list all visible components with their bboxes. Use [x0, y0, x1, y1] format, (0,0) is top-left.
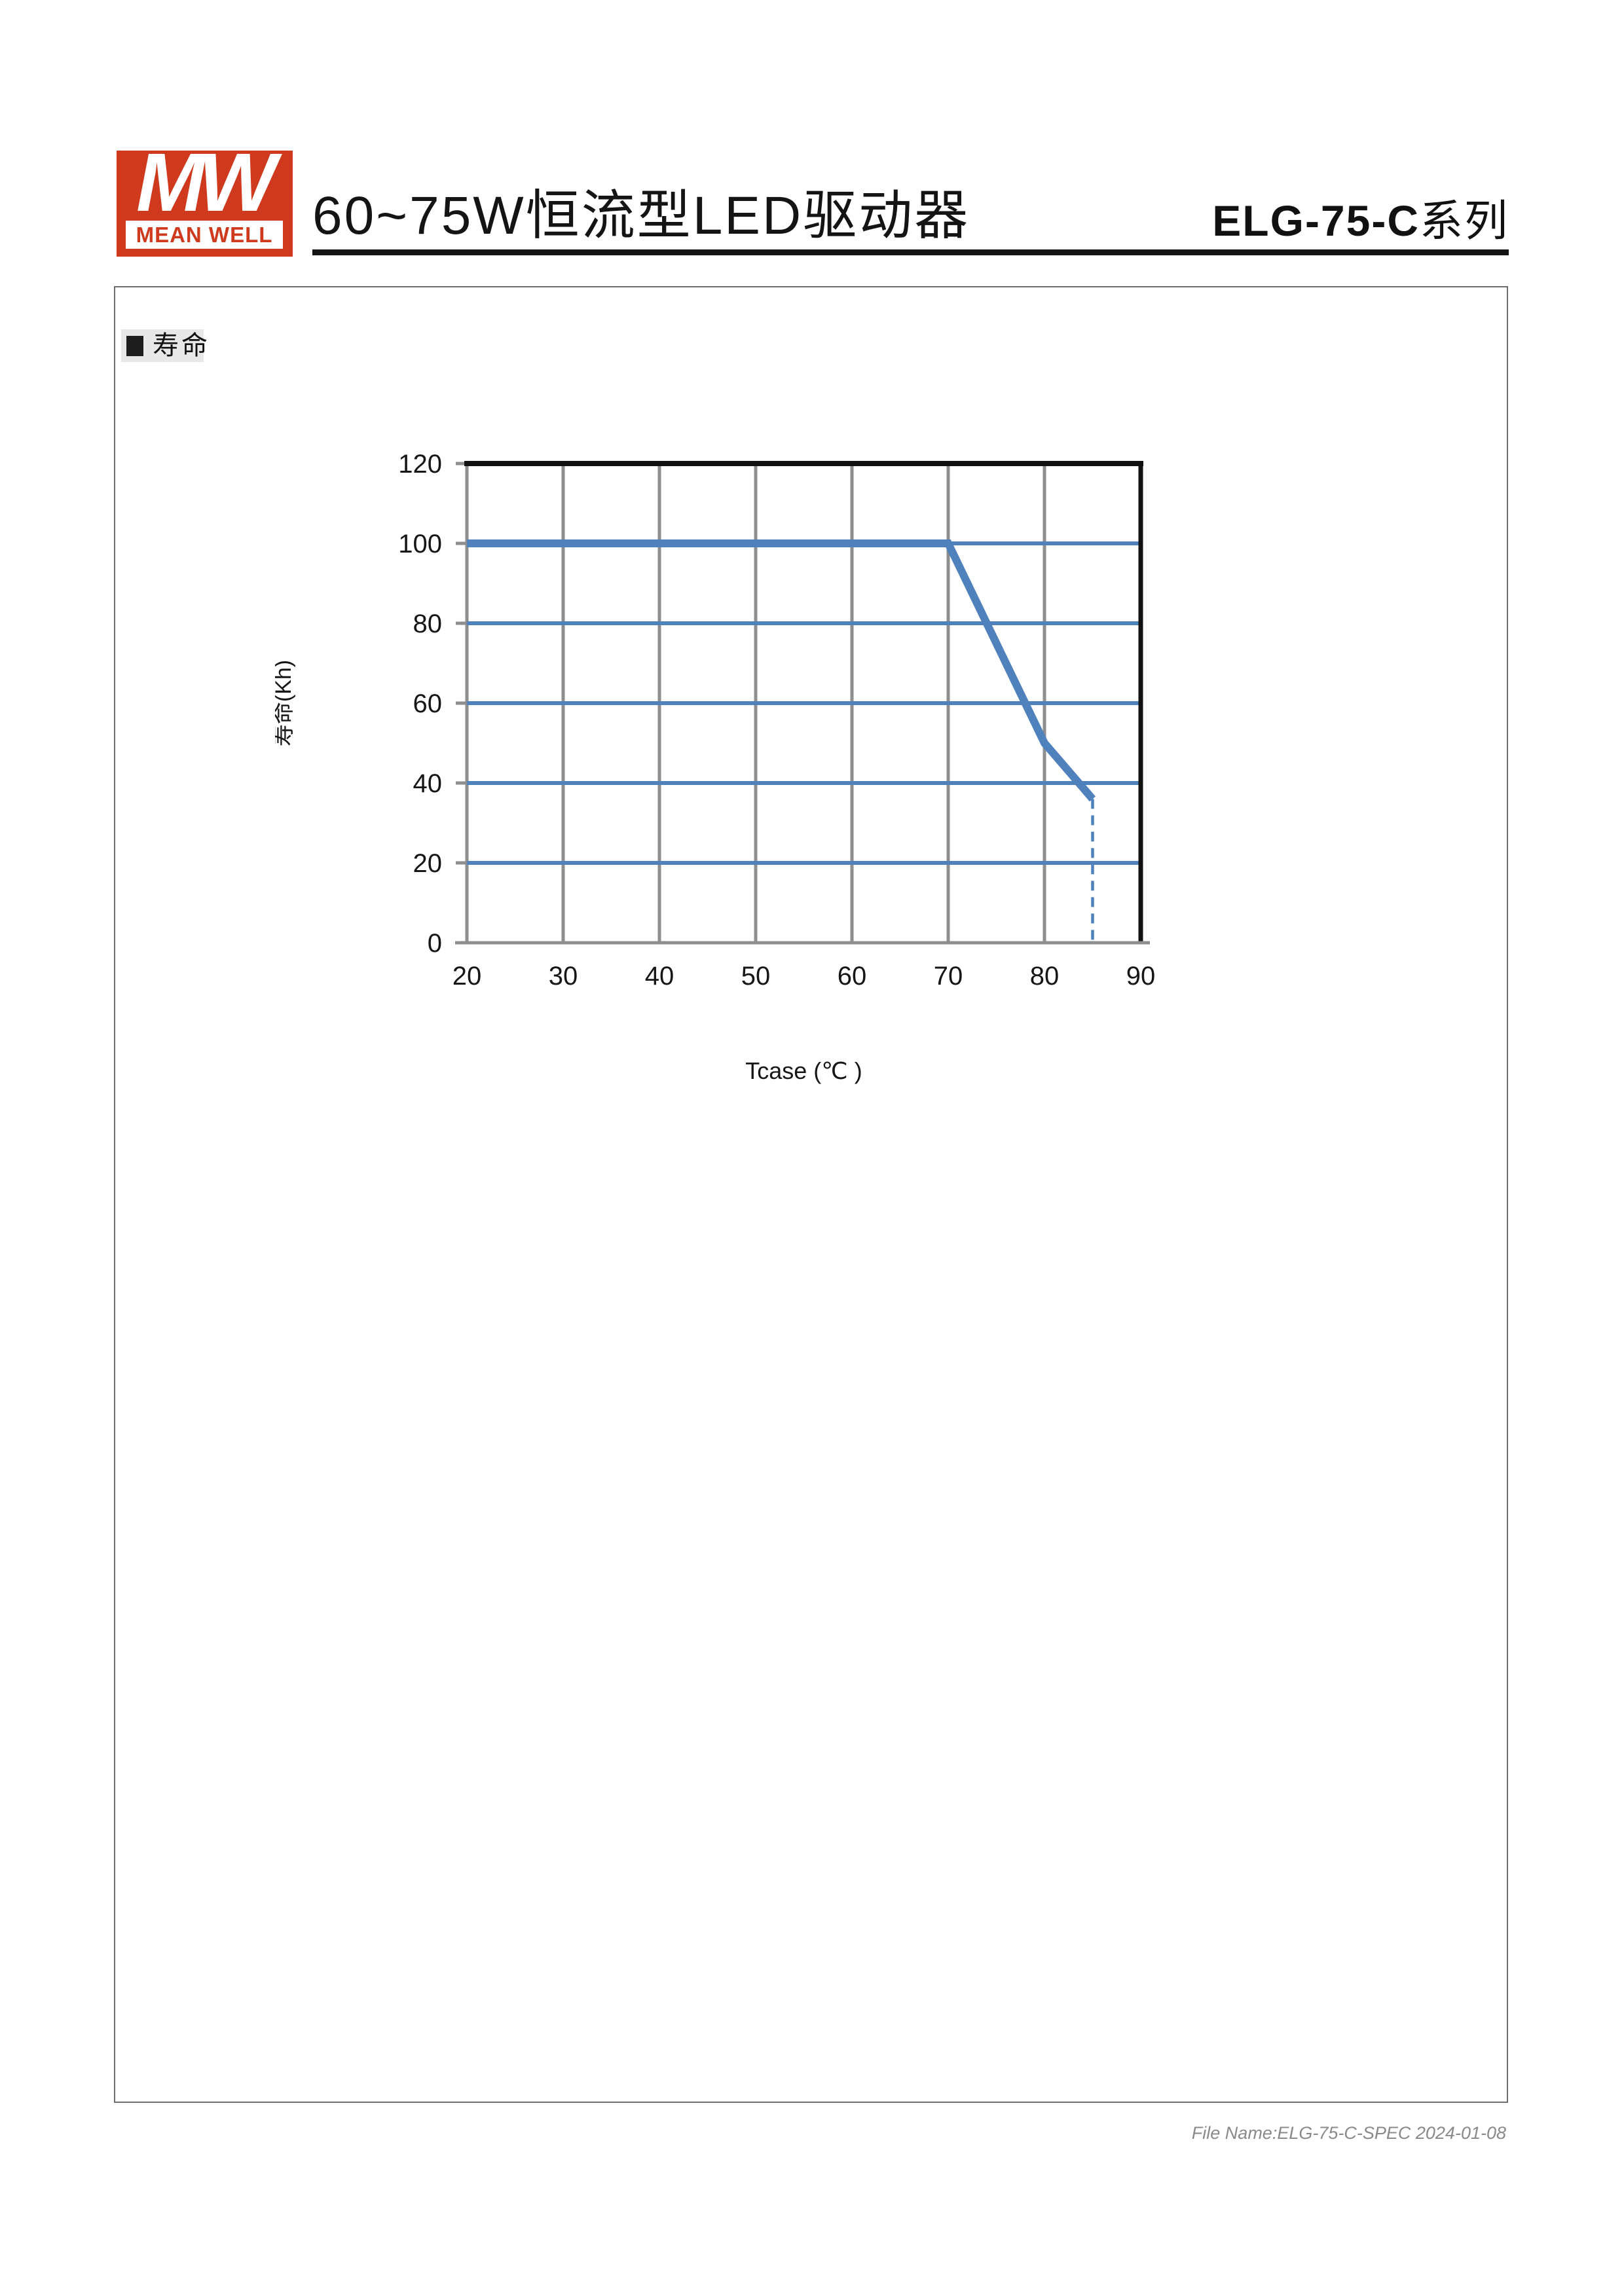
section-label: 寿命 [153, 331, 210, 361]
lifetime-curve [467, 539, 1096, 802]
x-axis-title: Tcase (℃ ) [745, 1057, 862, 1084]
x-tick-label: 80 [1030, 962, 1060, 991]
y-tick-label: 60 [413, 689, 443, 718]
y-tick-label: 80 [413, 610, 443, 638]
y-tick-label: 120 [398, 450, 442, 479]
section-bullet-icon [126, 335, 143, 356]
series-title: ELG-75-C系列 [1212, 199, 1509, 242]
x-tick-label: 60 [838, 962, 867, 991]
series-suffix: 系列 [1420, 196, 1509, 245]
meanwell-brand-band: MEAN WELL [126, 221, 283, 249]
x-tick-label: 20 [452, 962, 482, 991]
footer-file-info: File Name:ELG-75-C-SPEC 2024-01-08 [1191, 2123, 1506, 2143]
meanwell-mw-icon: MW [136, 151, 276, 228]
section-header: 寿命 [121, 329, 208, 362]
y-tick-label: 100 [398, 530, 442, 558]
y-tick-label: 20 [413, 849, 443, 878]
y-tick-label: 0 [428, 929, 442, 958]
header-rule [312, 249, 1509, 255]
x-tick-label: 70 [934, 962, 963, 991]
meanwell-logo: MW MEAN WELL [117, 151, 293, 257]
content-box [114, 286, 1508, 2103]
y-axis-title: 寿命(Kh) [275, 660, 296, 746]
page-title: 60~75W恒流型LED驱动器 [312, 186, 970, 246]
x-tick-label: 90 [1126, 962, 1156, 991]
y-tick-label: 40 [413, 769, 443, 798]
meanwell-brand-text: MEAN WELL [136, 222, 273, 247]
x-tick-label: 50 [741, 962, 771, 991]
x-tick-label: 40 [645, 962, 674, 991]
x-tick-label: 30 [549, 962, 578, 991]
series-model: ELG-75-C [1212, 196, 1420, 245]
lifetime-chart: 20 30 40 50 60 70 80 90 0 20 40 60 80 100 120 Tcase (℃ … [275, 450, 1156, 1084]
